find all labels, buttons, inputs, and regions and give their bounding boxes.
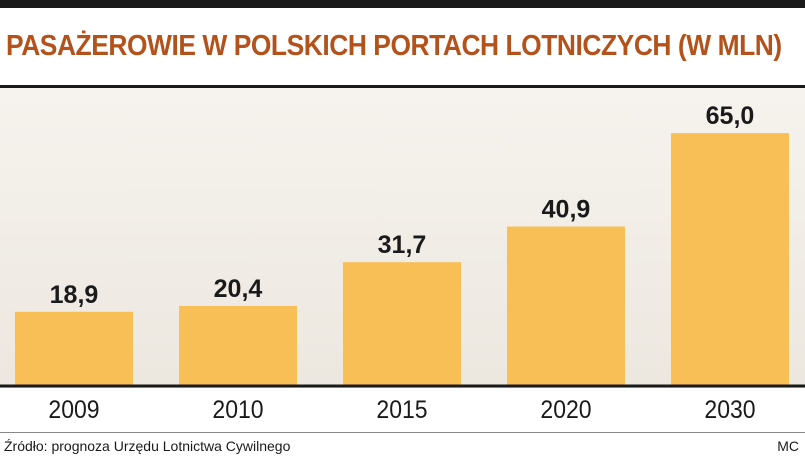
chart-title: PASAŻEROWIE W POLSKICH PORTACH LOTNICZYC… — [6, 30, 782, 62]
bar-2009 — [15, 311, 133, 385]
x-tick-label-2015: 2015 — [376, 396, 428, 424]
footer-rule — [0, 432, 805, 433]
bars-layer: 18,9 20,4 31,7 40,9 65,0 — [15, 102, 789, 385]
value-label-2030: 65,0 — [706, 102, 755, 130]
bar-2010 — [179, 305, 297, 385]
x-tick-label-2010: 2010 — [212, 396, 264, 424]
bar-chart: 18,9 20,4 31,7 40,9 65,0 — [0, 102, 805, 388]
bar-2030 — [671, 133, 789, 385]
value-label-2020: 40,9 — [542, 196, 591, 224]
value-label-2010: 20,4 — [214, 275, 263, 303]
source-note: Źródło: prognoza Urzędu Lotnictwa Cywiln… — [4, 438, 291, 454]
title-rule — [0, 85, 805, 88]
x-tick-label-2030: 2030 — [704, 396, 756, 424]
bar-2020 — [507, 226, 625, 385]
author-credit: MC — [777, 438, 799, 454]
value-label-2009: 18,9 — [50, 281, 99, 309]
bar-2015 — [343, 262, 461, 385]
top-rule — [0, 0, 805, 8]
x-tick-label-2020: 2020 — [540, 396, 592, 424]
x-tick-label-2009: 2009 — [48, 396, 100, 424]
value-label-2015: 31,7 — [378, 231, 427, 259]
